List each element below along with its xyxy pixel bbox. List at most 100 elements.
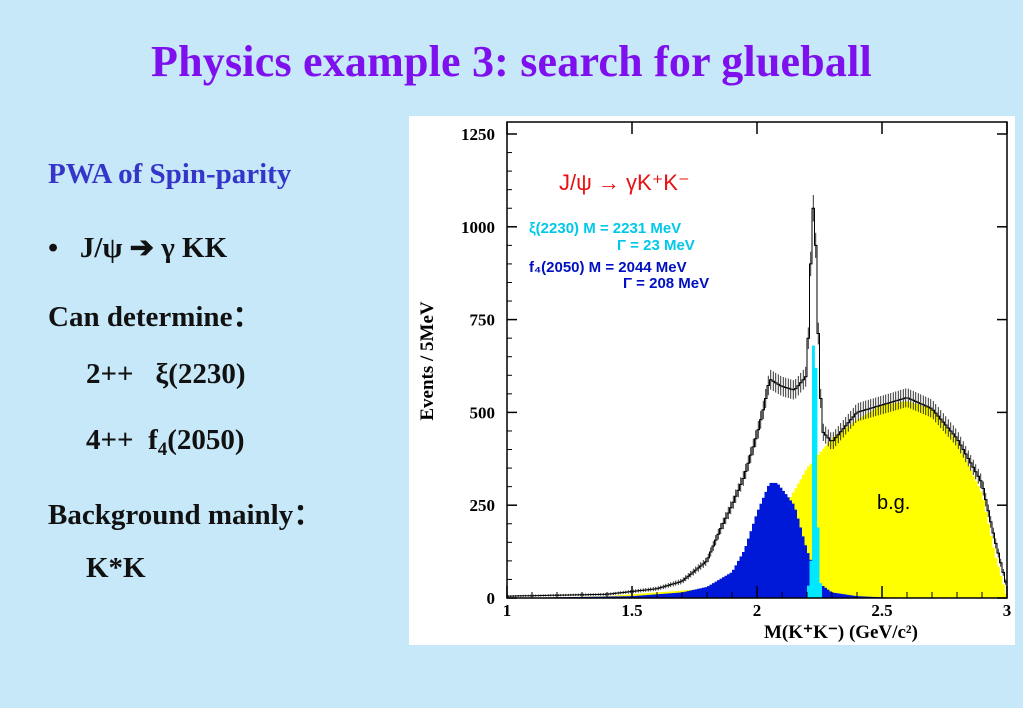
y-tick-label: 750 — [470, 311, 496, 330]
f4-bar — [697, 588, 700, 598]
f4-bar — [747, 538, 750, 598]
bg-bar — [919, 405, 923, 598]
bg-bar — [1004, 593, 1008, 598]
y-tick-label: 500 — [470, 403, 496, 422]
bg-bar — [927, 407, 930, 598]
y-tick-label: 1000 — [461, 218, 495, 237]
bg-bar — [864, 414, 868, 598]
f4-bar — [834, 592, 838, 598]
bg-bar — [902, 401, 905, 598]
bg-bar — [952, 437, 955, 598]
f4-bar — [727, 574, 730, 598]
f4-bar — [804, 545, 808, 598]
bg-bar — [1002, 584, 1005, 598]
f4-bar — [759, 503, 763, 598]
bg-bar — [977, 486, 980, 598]
f4-bar — [847, 594, 850, 598]
f4-bar — [634, 595, 638, 598]
bg-bar — [994, 557, 998, 598]
f4-bar — [612, 596, 615, 598]
slide-title: Physics example 3: search for glueball — [151, 37, 872, 86]
bg-bar — [862, 416, 865, 598]
bg-bar — [974, 481, 978, 598]
bg-bar — [999, 575, 1003, 598]
f4-bar — [699, 588, 703, 598]
data-histogram-line — [507, 207, 1007, 597]
bg-bar — [942, 423, 945, 598]
f4-bar — [627, 596, 630, 598]
f4-bar — [852, 595, 855, 598]
bg-bar — [989, 535, 993, 598]
bg-bar — [912, 403, 915, 598]
f4-bar — [647, 594, 650, 598]
f4-bar — [772, 482, 775, 598]
f4-bar — [779, 487, 783, 598]
bg-bar — [894, 402, 898, 598]
bg-bar — [889, 403, 893, 598]
bg-bar — [934, 413, 938, 598]
bg-bar — [859, 417, 863, 598]
bg-bar — [967, 465, 970, 598]
f4-bar — [754, 516, 758, 598]
f4-bar — [677, 592, 680, 598]
bg-bar — [924, 406, 928, 598]
bg-bar — [857, 419, 860, 598]
bg-bar — [849, 424, 853, 598]
f4-bar — [797, 518, 800, 598]
f4-bar — [827, 589, 830, 598]
bg-bar — [892, 403, 895, 598]
f4-mass-annotation: f₄(2050) M = 2044 MeV — [529, 259, 687, 276]
bg-bar — [954, 440, 958, 598]
f4-bar — [799, 527, 803, 598]
bg-bar — [874, 408, 878, 598]
bg-bar — [879, 405, 883, 598]
xi-bar — [819, 583, 823, 598]
bg-bar — [842, 430, 845, 598]
bg-bar — [972, 475, 975, 598]
y-tick-label: 250 — [470, 496, 496, 515]
f4-bar — [619, 596, 623, 598]
f4-bar — [744, 546, 748, 598]
f4-bar — [724, 575, 728, 598]
f4-bar — [854, 595, 858, 598]
bg-bar — [914, 403, 918, 598]
f4-bar — [824, 587, 828, 598]
f4-bar — [822, 585, 825, 598]
bg-bar — [897, 402, 900, 598]
bg-bar — [929, 408, 933, 598]
f4-bar — [654, 594, 658, 598]
bg-bar — [904, 401, 908, 598]
f4-bar — [839, 593, 843, 598]
bg-bar — [949, 433, 953, 598]
bg-bar — [887, 404, 890, 598]
bg-bar — [807, 466, 810, 598]
bg-bar — [944, 427, 948, 598]
f4-bar — [774, 482, 778, 598]
bg-bar — [984, 511, 988, 598]
bg-bar — [822, 448, 825, 598]
xi-bar — [814, 367, 818, 598]
xi-mass-annotation: ξ(2230) M = 2231 MeV — [529, 220, 681, 237]
f4-bar — [849, 595, 853, 598]
f4-bar — [787, 497, 790, 598]
f4-bar — [617, 596, 620, 598]
xi-bar — [809, 560, 813, 598]
f4-bar — [702, 587, 705, 598]
state-f4-jpc: 4++ — [86, 424, 134, 456]
f4-bar — [842, 594, 845, 598]
xi-bar — [807, 585, 810, 598]
f4-bar — [614, 596, 618, 598]
f4-bar — [844, 594, 848, 598]
bg-bar — [809, 463, 813, 598]
f4-bar — [649, 594, 653, 598]
bg-bar — [992, 547, 995, 598]
f4-bar — [679, 592, 683, 598]
bg-bar — [832, 437, 835, 598]
f4-bar — [684, 591, 688, 598]
background-label: Background mainly： — [48, 499, 323, 531]
x-tick-label: 1 — [503, 601, 512, 620]
f4-bar — [609, 596, 613, 598]
bg-bar — [979, 491, 983, 598]
f4-bar — [674, 592, 678, 598]
state-xi-name: ξ(2230) — [155, 358, 246, 390]
